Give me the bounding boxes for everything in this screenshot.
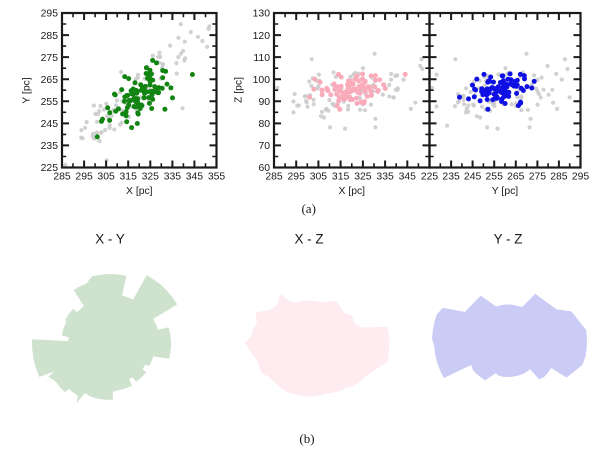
svg-text:X [pc]: X [pc] xyxy=(126,186,153,197)
svg-text:315: 315 xyxy=(332,171,350,182)
svg-text:90: 90 xyxy=(258,97,270,108)
svg-text:345: 345 xyxy=(186,171,204,182)
svg-text:285: 285 xyxy=(53,171,71,182)
svg-text:Y - Z: Y - Z xyxy=(494,232,523,247)
svg-text:275: 275 xyxy=(41,53,59,64)
svg-text:285: 285 xyxy=(550,171,568,182)
svg-text:315: 315 xyxy=(120,171,138,182)
svg-text:305: 305 xyxy=(97,171,115,182)
svg-text:325: 325 xyxy=(142,171,160,182)
svg-text:Y [pc]: Y [pc] xyxy=(22,77,33,103)
svg-text:295: 295 xyxy=(572,171,590,182)
svg-text:X - Y: X - Y xyxy=(95,232,125,247)
svg-text:285: 285 xyxy=(41,31,59,42)
svg-text:100: 100 xyxy=(253,75,271,86)
svg-text:(a): (a) xyxy=(301,201,315,216)
svg-text:70: 70 xyxy=(258,141,270,152)
svg-text:345: 345 xyxy=(399,171,417,182)
svg-text:285: 285 xyxy=(265,171,283,182)
svg-text:265: 265 xyxy=(41,75,59,86)
svg-text:335: 335 xyxy=(376,171,394,182)
svg-text:110: 110 xyxy=(253,53,270,64)
svg-text:245: 245 xyxy=(464,171,482,182)
svg-text:235: 235 xyxy=(442,171,460,182)
svg-text:295: 295 xyxy=(75,171,93,182)
svg-text:325: 325 xyxy=(354,171,372,182)
svg-text:255: 255 xyxy=(486,171,504,182)
svg-text:295: 295 xyxy=(41,9,59,20)
svg-text:305: 305 xyxy=(310,171,328,182)
svg-text:130: 130 xyxy=(253,9,271,20)
svg-text:355: 355 xyxy=(208,171,226,182)
svg-text:(b): (b) xyxy=(299,431,314,446)
svg-text:245: 245 xyxy=(41,119,59,130)
svg-text:80: 80 xyxy=(258,119,270,130)
svg-text:X [pc]: X [pc] xyxy=(339,186,366,197)
svg-text:335: 335 xyxy=(164,171,182,182)
svg-text:60: 60 xyxy=(258,163,270,174)
svg-text:225: 225 xyxy=(421,171,439,182)
svg-text:265: 265 xyxy=(507,171,525,182)
svg-text:255: 255 xyxy=(41,97,59,108)
svg-text:235: 235 xyxy=(41,141,59,152)
svg-text:Y [pc]: Y [pc] xyxy=(492,186,518,197)
svg-text:X - Z: X - Z xyxy=(294,232,323,247)
svg-text:295: 295 xyxy=(288,171,306,182)
svg-text:225: 225 xyxy=(41,163,59,174)
svg-text:120: 120 xyxy=(253,31,271,42)
svg-text:Z [pc]: Z [pc] xyxy=(234,77,245,103)
svg-text:275: 275 xyxy=(529,171,547,182)
